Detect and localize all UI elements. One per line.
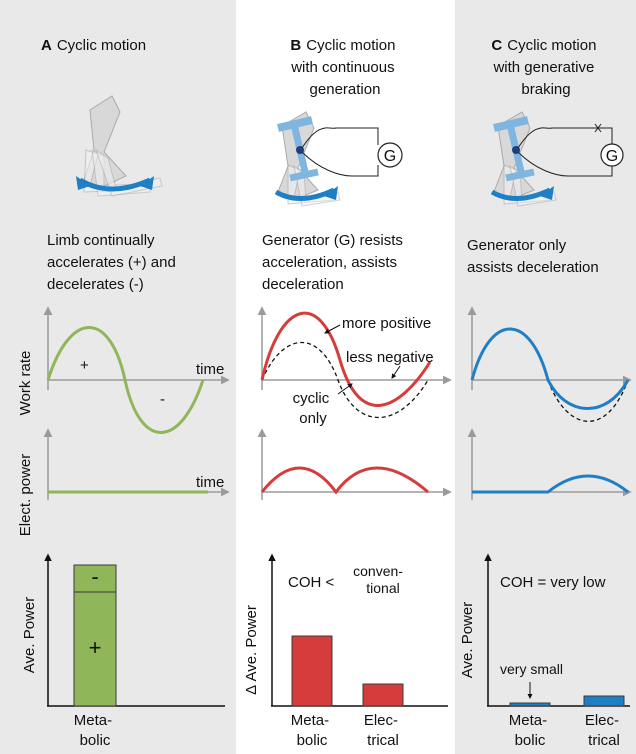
work-rate-curve-a — [46, 326, 205, 434]
bar-c-electrical-label: Elec- trical — [585, 712, 623, 749]
generator-icon: G — [301, 127, 403, 177]
minus-sign: - — [160, 391, 165, 408]
panel-a: A Cyclic motion Limb continually accelera… — [17, 37, 230, 749]
delta-ave-power-axis-label: Δ Ave. Power — [243, 605, 260, 695]
more-positive-label: more positive — [342, 315, 431, 332]
bar-a-plus — [73, 591, 117, 707]
panel-a-description: Limb continually accelerates (+) and dec… — [47, 232, 180, 293]
bar-c-metabolic — [509, 702, 551, 707]
work-rate-curve-b — [260, 311, 432, 407]
bar-b-metabolic-label: Meta- bolic — [291, 712, 334, 749]
elect-power-curve-c — [472, 474, 629, 494]
arrow-icon — [274, 187, 336, 201]
time-label-2: time — [196, 474, 224, 491]
coh-b-label: COH < — [288, 574, 335, 591]
work-rate-curve-c — [470, 327, 630, 410]
elect-power-axis-label: Elect. power — [17, 454, 34, 537]
bar-a-label: Meta- bolic — [74, 712, 117, 749]
bar-c-metabolic-label: Meta- bolic — [509, 712, 552, 749]
coh-c-label: COH = very low — [500, 574, 606, 591]
knee-brace — [493, 116, 535, 182]
bar-b-electrical — [362, 683, 404, 707]
very-small-label: very small — [500, 661, 563, 677]
work-rate-axis-label: Work rate — [17, 351, 34, 416]
less-negative-label: less negative — [346, 349, 434, 366]
panel-c-title: C Cyclic motion with generative braking — [491, 37, 600, 98]
arrow-icon — [490, 187, 552, 201]
panel-c: C Cyclic motion with generative braking G… — [459, 37, 632, 749]
conventional-label: conven- tional — [353, 563, 407, 596]
cyclic-only-arrow — [337, 383, 353, 395]
cyclic-only-curve-c — [547, 379, 629, 422]
time-label-1: time — [196, 361, 224, 378]
arrow-head-left — [76, 176, 90, 190]
panel-b-title: B Cyclic motion with continuous generatio… — [290, 37, 399, 98]
svg-text:G: G — [606, 148, 618, 165]
panel-c-description: Generator only assists deceleration — [467, 237, 599, 276]
cyclic-only-curve — [261, 341, 429, 418]
bar-b-electrical-label: Elec- trical — [364, 712, 402, 749]
arrow-head — [540, 186, 554, 200]
svg-text:G: G — [384, 148, 396, 165]
generator-icon: G — [517, 123, 624, 177]
arrow-head-right — [140, 176, 154, 190]
bar-a-minus — [73, 564, 117, 593]
bar-a-minus-sign: - — [91, 564, 98, 589]
elect-power-curve-b — [260, 466, 429, 495]
panel-b: B Cyclic motion with continuous generatio… — [243, 37, 452, 749]
panel-a-bg — [0, 0, 236, 754]
more-positive-arrow — [324, 324, 341, 334]
plus-sign: + — [80, 357, 89, 374]
bar-c-electrical — [583, 695, 625, 707]
cyclic-only-label: cyclic only — [293, 390, 334, 427]
panel-a-title: A Cyclic motion — [41, 37, 146, 54]
bar-b-metabolic — [291, 635, 333, 707]
less-negative-arrow — [391, 365, 401, 379]
panel-c-bg — [455, 0, 636, 754]
bar-a-plus-sign: + — [89, 635, 102, 660]
ave-power-axis-label-c: Ave. Power — [459, 602, 476, 678]
arrow-head — [324, 186, 338, 200]
panel-b-description: Generator (G) resists acceleration, assi… — [262, 232, 407, 293]
ave-power-axis-label: Ave. Power — [21, 597, 38, 673]
